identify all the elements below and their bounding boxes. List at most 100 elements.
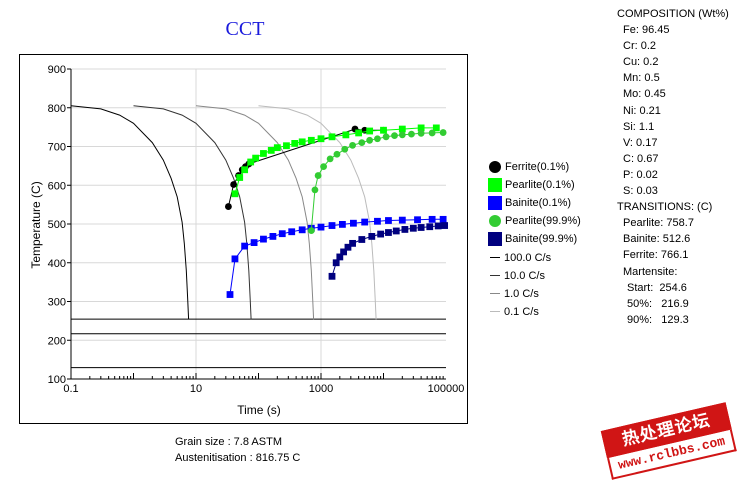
data-point bbox=[247, 158, 255, 166]
legend-line bbox=[490, 293, 500, 295]
data-point bbox=[428, 215, 436, 223]
y-tick-label: 900 bbox=[48, 64, 66, 76]
legend-item-bainite-99-9: Bainite(99.9%) bbox=[488, 230, 581, 248]
data-point bbox=[298, 138, 306, 146]
cooling-curve bbox=[258, 105, 377, 320]
cooling-curve bbox=[195, 105, 315, 320]
data-point bbox=[283, 142, 290, 150]
legend-marker bbox=[489, 161, 501, 174]
data-point bbox=[273, 144, 281, 152]
data-point bbox=[398, 216, 406, 224]
data-point bbox=[439, 129, 447, 136]
composition-line: V: 0.17 bbox=[623, 136, 658, 149]
data-point bbox=[432, 124, 440, 132]
data-point bbox=[398, 131, 406, 139]
transition-line: Bainite: 512.6 bbox=[623, 233, 691, 246]
data-point bbox=[349, 141, 356, 149]
cooling-curve bbox=[133, 105, 252, 320]
composition-line: S: 0.03 bbox=[623, 185, 658, 198]
data-point bbox=[307, 227, 315, 234]
data-point bbox=[250, 239, 258, 246]
legend-item-1cs: 1.0 C/s bbox=[488, 285, 581, 303]
legend-item-pearlite-0-1: Pearlite(0.1%) bbox=[488, 176, 581, 194]
data-point bbox=[252, 154, 260, 162]
data-point bbox=[368, 233, 376, 240]
composition-line: Fe: 96.45 bbox=[623, 24, 670, 37]
data-point bbox=[311, 186, 319, 194]
data-point bbox=[320, 163, 327, 171]
transitions-title: TRANSITIONS: (C) bbox=[617, 201, 713, 214]
cooling-curve bbox=[70, 105, 190, 320]
data-point bbox=[380, 126, 387, 134]
y-tick-label: 200 bbox=[48, 335, 66, 347]
data-point bbox=[225, 203, 232, 210]
legend-marker bbox=[488, 178, 502, 193]
data-point bbox=[377, 230, 385, 238]
data-point bbox=[236, 174, 244, 181]
data-point bbox=[392, 227, 400, 235]
data-point bbox=[350, 219, 357, 227]
y-tick-label: 700 bbox=[48, 142, 66, 154]
data-point bbox=[267, 146, 275, 154]
chart-title: CCT bbox=[225, 18, 265, 40]
legend-item-bainite-0-1: Bainite(0.1%) bbox=[488, 194, 581, 212]
data-point bbox=[332, 259, 340, 267]
data-point bbox=[231, 255, 239, 263]
y-tick-label: 400 bbox=[48, 258, 66, 270]
legend-item-100cs: 100.0 C/s bbox=[488, 248, 581, 266]
data-point bbox=[408, 130, 415, 138]
data-point bbox=[366, 136, 374, 144]
data-point bbox=[231, 190, 239, 198]
composition-line: P: 0.02 bbox=[623, 168, 658, 181]
martensite-line: 50%: 216.9 bbox=[627, 297, 689, 310]
composition-line: Mn: 0.5 bbox=[623, 72, 660, 85]
y-tick-label: 500 bbox=[48, 219, 66, 231]
y-tick-label: 600 bbox=[48, 180, 66, 192]
data-point bbox=[307, 136, 315, 144]
legend-item-0-1cs: 0.1 C/s bbox=[488, 303, 581, 321]
data-point bbox=[428, 129, 436, 137]
legend-marker bbox=[488, 196, 502, 211]
legend-item-ferrite-0-1: Ferrite(0.1%) bbox=[488, 158, 581, 176]
x-tick-label: 0.1 bbox=[63, 383, 78, 395]
legend-marker bbox=[488, 232, 502, 247]
data-point bbox=[230, 181, 238, 188]
data-point bbox=[355, 129, 363, 137]
composition-line: Mo: 0.45 bbox=[623, 88, 666, 101]
data-point bbox=[241, 242, 249, 250]
data-point bbox=[358, 139, 366, 147]
data-point bbox=[328, 272, 336, 280]
data-point bbox=[417, 124, 425, 132]
y-tick-label: 800 bbox=[48, 103, 66, 115]
austenitisation: Austenitisation : 816.75 C bbox=[175, 452, 301, 464]
data-point bbox=[288, 228, 296, 236]
data-point bbox=[417, 224, 425, 231]
data-point bbox=[414, 216, 421, 224]
data-point bbox=[441, 222, 449, 229]
data-point bbox=[339, 220, 346, 228]
data-point bbox=[326, 155, 334, 163]
martensite-line: 90%: 129.3 bbox=[627, 313, 689, 326]
data-point bbox=[385, 229, 392, 236]
data-point bbox=[298, 226, 306, 234]
data-point bbox=[241, 166, 249, 174]
data-point bbox=[401, 226, 409, 233]
data-point bbox=[336, 253, 344, 261]
composition-title: COMPOSITION (Wt%) bbox=[617, 8, 729, 20]
data-point bbox=[317, 223, 325, 231]
data-point bbox=[260, 235, 267, 243]
data-point bbox=[260, 150, 267, 157]
data-point bbox=[391, 132, 398, 140]
data-point bbox=[314, 172, 322, 179]
composition-line: Si: 1.1 bbox=[623, 120, 655, 133]
data-point bbox=[317, 135, 325, 143]
composition-panel: COMPOSITION (Wt%) Fe: 96.45 Cr: 0.2 Cu: … bbox=[617, 6, 729, 328]
composition-line: Cu: 0.2 bbox=[623, 56, 659, 69]
data-point bbox=[226, 291, 234, 298]
x-tick-label: 10 bbox=[190, 383, 202, 395]
data-point bbox=[333, 150, 341, 158]
data-point bbox=[409, 224, 417, 232]
footer-info: Grain size : 7.8 ASTM Austenitisation : … bbox=[175, 434, 300, 466]
data-point bbox=[439, 215, 447, 223]
